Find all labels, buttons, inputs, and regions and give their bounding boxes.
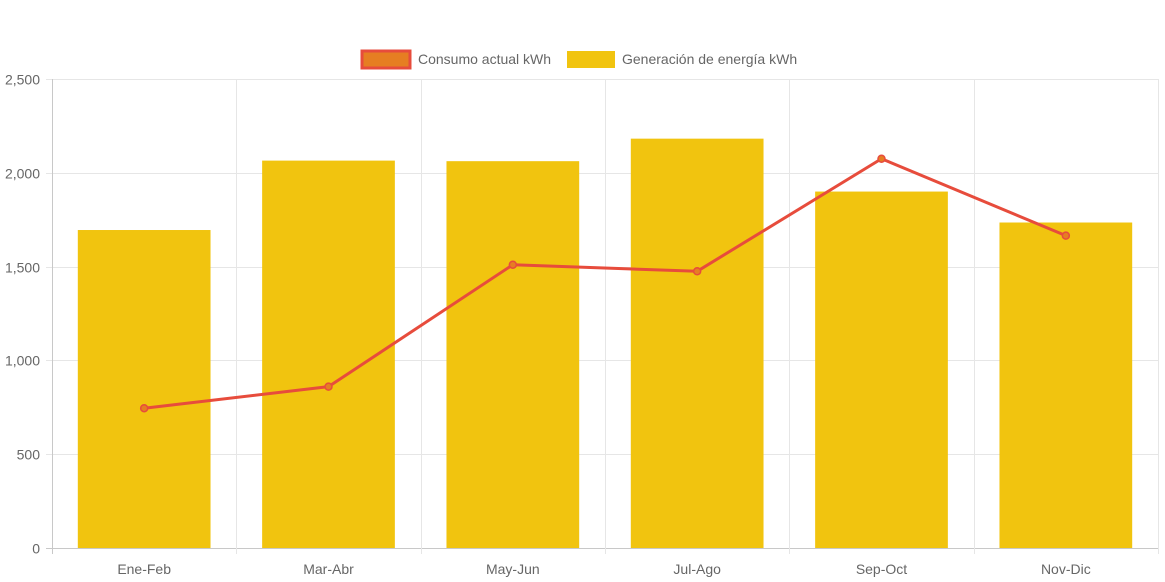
point-consumo[interactable] <box>139 403 149 413</box>
legend-label-consumo: Consumo actual kWh <box>418 51 551 67</box>
legend-swatch-generacion <box>567 51 615 68</box>
legend-item-generacion[interactable]: Generación de energía kWh <box>567 51 797 68</box>
bar-generacion[interactable] <box>262 160 395 548</box>
bar-generacion[interactable] <box>815 191 948 548</box>
y-tick-label: 1,000 <box>5 353 40 369</box>
point-consumo[interactable] <box>508 260 518 269</box>
bar-generacion[interactable] <box>446 161 580 548</box>
legend-swatch-consumo <box>360 49 412 70</box>
y-tick-label: 2,000 <box>5 166 40 182</box>
y-tick-label: 1,500 <box>5 260 40 276</box>
x-tick-label: Nov-Dic <box>1041 561 1091 577</box>
line-consumo <box>143 157 1067 410</box>
point-consumo[interactable] <box>324 382 333 391</box>
y-tick-label: 0 <box>32 541 40 557</box>
x-tick-label: Sep-Oct <box>856 561 907 577</box>
grid <box>46 79 1159 554</box>
axes: 0 500 1,000 1,500 2,000 2,500 Ene-Feb Mar-Abr Ma… <box>5 72 1091 578</box>
y-tick-label: 500 <box>17 447 41 463</box>
line-series-consumo <box>139 154 1071 413</box>
y-tick-label: 2,500 <box>5 72 40 88</box>
legend-item-consumo[interactable]: Consumo actual kWh <box>360 49 551 70</box>
bar-generacion[interactable] <box>77 230 211 548</box>
legend: Consumo actual kWh Generación de energía… <box>360 49 797 70</box>
legend-label-generacion: Generación de energía kWh <box>622 51 797 67</box>
point-consumo[interactable] <box>877 154 886 163</box>
bar-generacion[interactable] <box>999 222 1133 548</box>
point-consumo[interactable] <box>1061 231 1071 240</box>
x-tick-label: Mar-Abr <box>303 561 354 577</box>
bar-generacion[interactable] <box>630 138 764 548</box>
bar-series-generacion <box>77 138 1133 548</box>
x-tick-label: Ene-Feb <box>117 561 171 577</box>
x-tick-label: Jul-Ago <box>673 561 721 577</box>
x-tick-label: May-Jun <box>486 561 540 577</box>
point-consumo[interactable] <box>692 267 702 276</box>
